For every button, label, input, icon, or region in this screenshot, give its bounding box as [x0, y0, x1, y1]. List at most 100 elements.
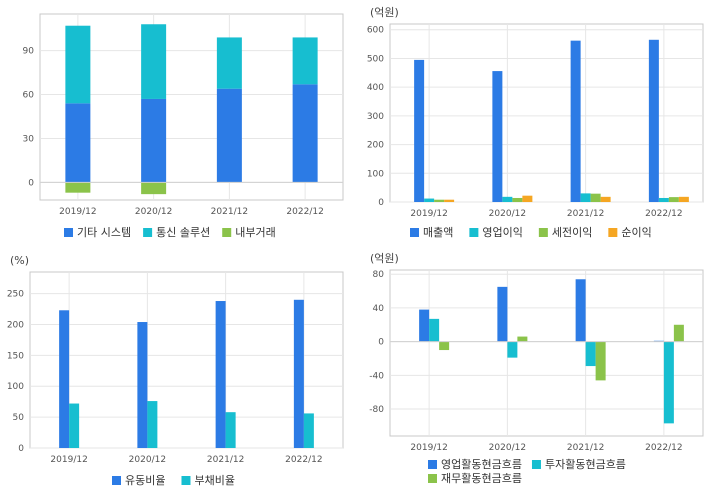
legend-swatch-통신-솔루션: [143, 228, 153, 237]
legend-label-매출액: 매출액: [423, 226, 453, 239]
y-tick-label: 600: [367, 26, 384, 36]
bar-세전이익-2022-12: [668, 197, 679, 202]
x-tick-label: 2022/12: [286, 207, 323, 217]
legend-swatch-유동비율: [112, 476, 121, 485]
bar-재무활동현금흐름-2019-12: [439, 341, 450, 351]
x-tick-label: 2019/12: [410, 209, 447, 219]
x-tick-label: 2022/12: [645, 443, 682, 453]
y-tick-label: 150: [7, 351, 24, 361]
x-tick-label: 2021/12: [207, 455, 244, 465]
x-tick-label: 2022/12: [645, 209, 682, 219]
bar-투자활동현금흐름-2022-12: [663, 341, 674, 424]
y-tick-label: 0: [18, 444, 24, 454]
bar-통신-솔루션-2019-12: [65, 25, 91, 104]
legend-label-영업이익: 영업이익: [482, 226, 522, 239]
chart-income-summary: (억원) 0 100 200 300 400 500 600 2019/12 2020/12 202…: [367, 6, 704, 239]
x-tick-label: 2021/12: [567, 209, 604, 219]
legend-swatch-내부거래: [222, 228, 232, 237]
bar-영업이익-2020-12: [502, 196, 513, 202]
legend-label-재무활동현금흐름: 재무활동현금흐름: [441, 471, 522, 485]
bar-재무활동현금흐름-2022-12: [673, 324, 684, 342]
y-tick-label: 200: [7, 320, 24, 330]
x-tick-label: 2019/12: [410, 443, 447, 453]
bar-기타-시스템-2021-12: [216, 88, 242, 183]
bar-매출액-2022-12: [648, 39, 659, 203]
y-tick-label: 100: [7, 382, 24, 392]
bar-재무활동현금흐름-2020-12: [517, 336, 528, 342]
legend-swatch-재무활동현금흐름: [428, 474, 437, 483]
plot-area: [29, 271, 344, 449]
legend-label-통신-솔루션: 통신 솔루션: [156, 226, 210, 239]
bar-부채비율-2021-12: [225, 412, 236, 448]
y-tick-label: 100: [367, 169, 384, 179]
y-tick-label: 80: [373, 270, 385, 280]
y-tick-label: -80: [369, 405, 384, 415]
legend-swatch-영업이익: [469, 228, 479, 237]
bar-매출액-2020-12: [492, 71, 503, 203]
legend-swatch-부채비율: [181, 476, 191, 485]
unit-label: (억원): [370, 6, 399, 19]
bar-기타-시스템-2022-12: [292, 84, 318, 183]
legend-swatch-영업활동현금흐름: [428, 460, 437, 469]
y-tick-label: 0: [378, 338, 384, 348]
bar-통신-솔루션-2020-12: [141, 24, 167, 99]
x-tick-label: 2022/12: [285, 455, 322, 465]
y-tick-label: -40: [369, 371, 384, 381]
bar-매출액-2021-12: [570, 40, 581, 202]
bar-재무활동현금흐름-2021-12: [595, 341, 606, 381]
x-tick-label: 2020/12: [489, 209, 526, 219]
legend-label-순이익: 순이익: [621, 226, 651, 239]
legend-label-기타-시스템: 기타 시스템: [77, 226, 131, 239]
y-tick-label: 400: [367, 83, 384, 93]
bar-영업이익-2022-12: [658, 197, 669, 202]
bar-통신-솔루션-2021-12: [216, 37, 242, 89]
y-tick-label: 250: [7, 290, 24, 300]
bar-영업이익-2019-12: [424, 198, 435, 202]
bar-순이익-2022-12: [678, 196, 689, 202]
bar-영업활동현금흐름-2019-12: [419, 309, 430, 342]
bar-매출액-2019-12: [414, 59, 425, 202]
plot-area: [39, 13, 344, 201]
plot-area: [389, 269, 704, 437]
legend-swatch-기타-시스템: [64, 228, 73, 237]
legend-label-유동비율: 유동비율: [125, 474, 165, 487]
y-tick-label: 500: [367, 54, 384, 64]
y-tick-label: 0: [378, 198, 384, 208]
y-tick-label: 200: [367, 141, 384, 151]
y-tick-label: 90: [23, 47, 35, 57]
bar-순이익-2021-12: [600, 196, 611, 202]
y-tick-label: 0: [28, 178, 34, 188]
bar-부채비율-2019-12: [69, 403, 80, 448]
unit-label: (%): [10, 254, 29, 267]
bar-세전이익-2019-12: [434, 199, 445, 202]
chart-liquidity-ratios: (%) 0 50 100 150 200 250 2019/12 2020/12 2021/12 2…: [7, 254, 344, 487]
bar-유동비율-2021-12: [215, 301, 226, 448]
legend-label-영업활동현금흐름: 영업활동현금흐름: [441, 457, 522, 471]
bar-투자활동현금흐름-2021-12: [585, 341, 596, 367]
legend-label-부채비율: 부채비율: [194, 474, 234, 487]
bar-세전이익-2021-12: [590, 193, 601, 202]
bar-유동비율-2022-12: [293, 299, 304, 448]
x-tick-label: 2020/12: [129, 455, 166, 465]
legend-label-투자활동현금흐름: 투자활동현금흐름: [545, 457, 626, 471]
bar-유동비율-2020-12: [137, 322, 148, 448]
unit-label: (억원): [370, 252, 399, 265]
chart-product-sales: 0 30 60 90 2019/12 2020/12 2021/12 2022/12 기타 시스…: [23, 13, 344, 239]
legend-swatch-세전이익: [538, 228, 548, 237]
bar-부채비율-2020-12: [147, 401, 158, 448]
bar-영업이익-2021-12: [580, 193, 591, 202]
bar-영업활동현금흐름-2020-12: [497, 286, 508, 342]
bar-기타-시스템-2020-12: [141, 98, 167, 183]
bar-투자활동현금흐름-2020-12: [507, 341, 518, 358]
bar-영업활동현금흐름-2021-12: [575, 279, 586, 342]
x-tick-label: 2020/12: [135, 207, 172, 217]
y-tick-label: 60: [23, 91, 35, 101]
bar-통신-솔루션-2022-12: [292, 37, 318, 85]
chart-cash-flows: (억원) -80 -40 0 40 80 2019/12 2020/12 2021/12 2022…: [369, 252, 704, 485]
bar-세전이익-2020-12: [512, 197, 523, 202]
legend-label-내부거래: 내부거래: [235, 226, 275, 239]
x-tick-label: 2019/12: [59, 207, 96, 217]
x-tick-label: 2019/12: [50, 455, 87, 465]
bar-기타-시스템-2019-12: [65, 103, 91, 183]
y-tick-label: 40: [373, 304, 385, 314]
